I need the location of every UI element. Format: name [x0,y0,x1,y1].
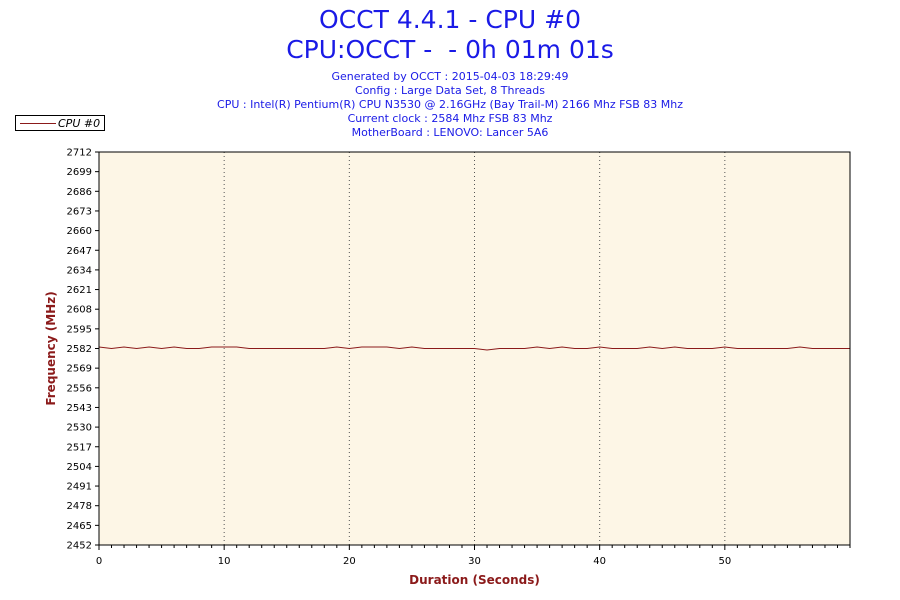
y-tick-label: 2517 [67,442,92,453]
chart-title: OCCT 4.4.1 - CPU #0 [319,5,581,34]
y-tick-label: 2452 [67,541,92,552]
y-tick-label: 2491 [67,482,92,493]
x-tick-label: 50 [718,556,731,567]
y-axis-title: Frequency (MHz) [44,291,58,405]
plot-frame [98,151,851,546]
info-current-clock: Current clock : 2584 Mhz FSB 83 Mhz [347,112,553,125]
info-cpu: CPU : Intel(R) Pentium(R) CPU N3530 @ 2.… [217,98,683,111]
info-generated: Generated by OCCT : 2015-04-03 18:29:49 [331,70,569,83]
x-tick-label: 10 [218,556,231,567]
y-tick-label: 2647 [67,246,92,257]
y-tick-label: 2686 [67,187,92,198]
legend-swatch [20,123,56,124]
x-tick-label: 30 [468,556,481,567]
y-tick-label: 2582 [67,344,92,355]
y-tick-label: 2465 [67,521,92,532]
x-tick-label: 20 [343,556,356,567]
y-axis: 2452 2465 2478 2491 2504 2517 2530 2543 2556 2569… [67,148,99,552]
x-tick-label: 0 [96,556,102,567]
y-tick-label: 2673 [67,206,92,217]
info-config: Config : Large Data Set, 8 Threads [355,84,545,97]
legend-label: CPU #0 [58,117,101,130]
x-tick-label: 40 [593,556,606,567]
legend: CPU #0 [15,115,105,131]
y-tick-label: 2569 [67,364,92,375]
y-tick-label: 2608 [67,305,92,316]
y-tick-label: 2478 [67,501,92,512]
y-tick-label: 2543 [67,403,92,414]
y-tick-label: 2712 [67,148,92,159]
chart-subtitle: CPU:OCCT - - 0h 01m 01s [286,35,614,64]
info-motherboard: MotherBoard : LENOVO: Lancer 5A6 [351,126,549,139]
x-axis-title: Duration (Seconds) [409,573,540,587]
y-tick-label: 2530 [67,423,92,434]
y-tick-label: 2699 [67,167,92,178]
y-tick-label: 2660 [67,226,92,237]
y-tick-label: 2634 [67,265,92,276]
y-tick-label: 2556 [67,383,92,394]
series-line-cpu0 [98,346,850,351]
y-tick-label: 2595 [67,324,92,335]
x-axis: 0 10 20 30 40 50 [96,545,851,567]
y-tick-label: 2621 [67,285,92,296]
y-tick-label: 2504 [67,462,92,473]
